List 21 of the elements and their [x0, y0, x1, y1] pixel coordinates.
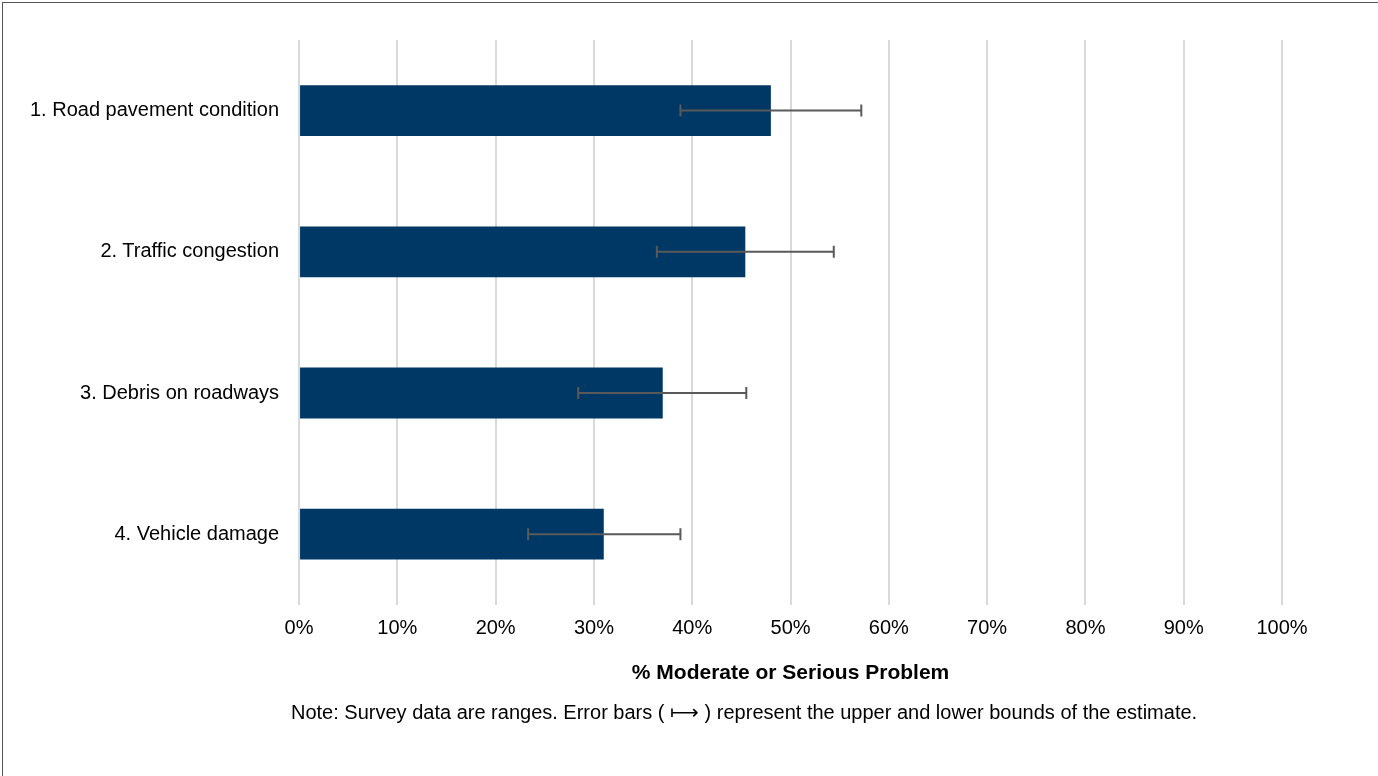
- bar: [300, 226, 746, 278]
- text: Note: Survey data are ranges. Error bars ( ⟼ ) represent the upper and lower bounds of the estimate.: [291, 700, 1199, 724]
- x-tick-label: 60%: [868, 616, 910, 639]
- x-tick-label: 10%: [377, 616, 418, 639]
- bar: [300, 367, 663, 419]
- x-tick-label: 100%: [1256, 616, 1308, 639]
- x-axis-title: % Moderate or Serious Problem: [631, 660, 950, 684]
- bar: [300, 85, 771, 137]
- x-tick-label: 50%: [770, 616, 811, 639]
- y-tick-label: 2. Traffic congestion: [100, 239, 280, 262]
- x-tick-label: 20%: [475, 616, 516, 639]
- bar: [300, 508, 604, 560]
- y-tick-label: 1. Road pavement condition: [29, 98, 280, 121]
- x-tick-label: 0%: [284, 616, 314, 639]
- x-tick-label: 30%: [573, 616, 615, 639]
- x-tick-label: 90%: [1163, 616, 1204, 639]
- x-tick-label: 80%: [1065, 616, 1106, 639]
- y-tick-label: 4. Vehicle damage: [114, 521, 280, 544]
- x-tick-label: 40%: [672, 616, 713, 639]
- y-tick-label: 3. Debris on roadways: [80, 380, 280, 403]
- x-tick-label: 70%: [967, 616, 1008, 639]
